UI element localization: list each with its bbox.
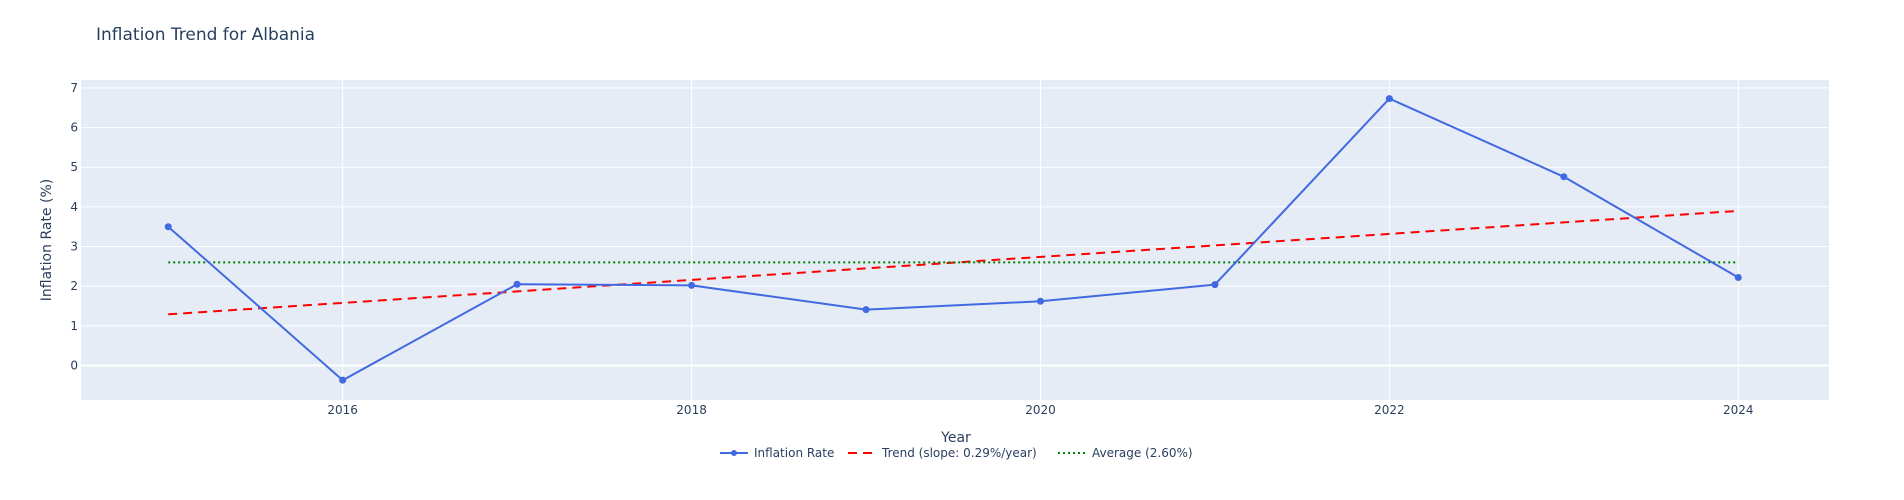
x-tick-label: 2016 (327, 403, 358, 417)
plot-area (81, 80, 1829, 400)
series-layer (164, 95, 1742, 384)
series-line-0 (167, 97, 1739, 382)
chart-title: Inflation Trend for Albania (96, 25, 315, 45)
y-tick-label: 0 (70, 359, 78, 373)
data-point[interactable] (862, 306, 870, 314)
x-tick-label: 2018 (676, 403, 707, 417)
legend-label: Trend (slope: 0.29%/year) (881, 446, 1037, 460)
y-tick-labels: 0 1 2 3 4 5 6 7 (70, 81, 78, 373)
legend-marker (731, 450, 737, 456)
data-point[interactable] (164, 223, 172, 231)
y-tick-label: 5 (70, 160, 78, 174)
x-tick-label: 2024 (1723, 403, 1754, 417)
legend-label: Inflation Rate (754, 446, 834, 460)
legend-item-1[interactable]: Trend (slope: 0.29%/year) (848, 446, 1037, 460)
y-tick-label: 7 (70, 81, 78, 95)
legend[interactable]: Inflation Rate Trend (slope: 0.29%/year) A… (720, 446, 1193, 460)
y-tick-label: 1 (70, 319, 78, 333)
legend-item-2[interactable]: Average (2.60%) (1058, 446, 1193, 460)
legend-item-0[interactable]: Inflation Rate (720, 446, 834, 460)
x-axis-title: Year (940, 430, 971, 446)
x-tick-label: 2020 (1025, 403, 1056, 417)
x-tick-label: 2022 (1374, 403, 1405, 417)
y-tick-label: 4 (70, 200, 78, 214)
y-tick-label: 2 (70, 279, 78, 293)
data-point[interactable] (1734, 273, 1742, 281)
y-tick-label: 3 (70, 240, 78, 254)
data-point[interactable] (339, 376, 347, 384)
data-point[interactable] (1036, 297, 1044, 305)
x-tick-labels: 2016 2018 2020 2022 2024 (327, 403, 1753, 417)
y-axis-title: Inflation Rate (%) (39, 179, 55, 301)
data-point[interactable] (1560, 173, 1568, 181)
y-tick-label: 6 (70, 121, 78, 135)
data-point[interactable] (1385, 95, 1393, 103)
data-point[interactable] (1211, 281, 1219, 289)
legend-label: Average (2.60%) (1092, 446, 1193, 460)
data-point[interactable] (513, 280, 521, 288)
data-point[interactable] (688, 281, 696, 289)
grid-lines (81, 80, 1829, 400)
